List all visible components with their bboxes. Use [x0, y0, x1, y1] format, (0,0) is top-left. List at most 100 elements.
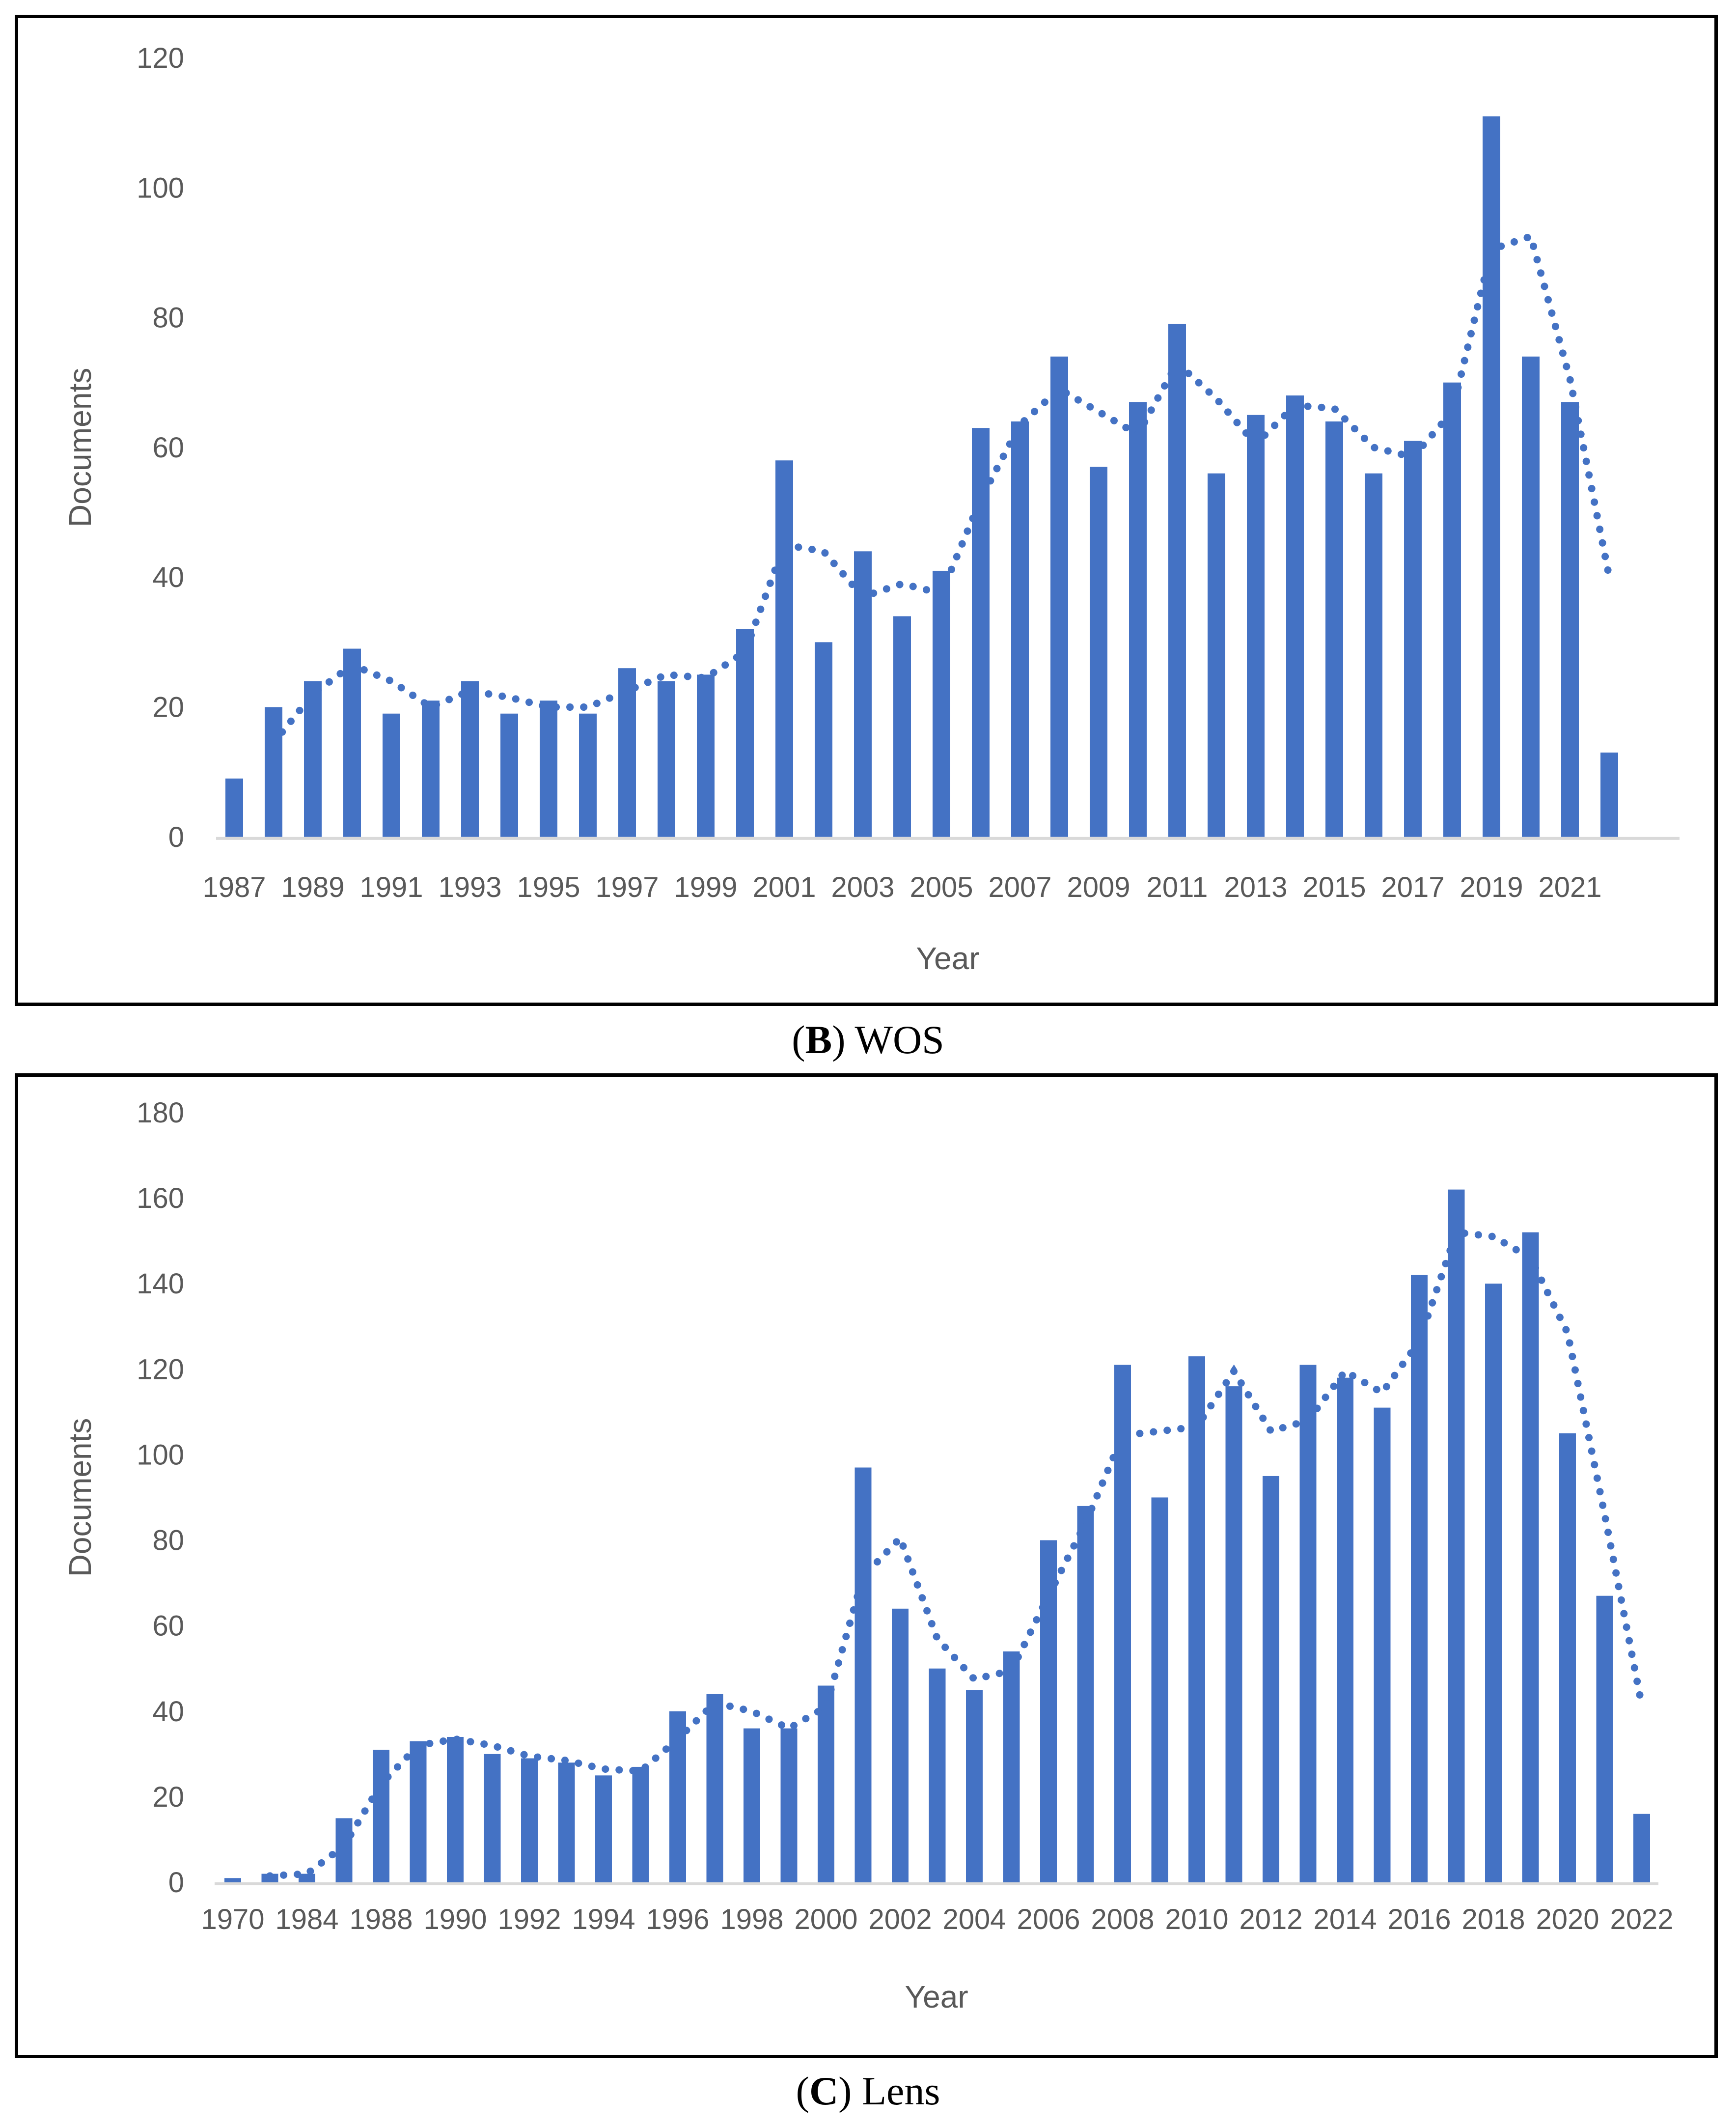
bar-2013: [1247, 415, 1265, 837]
bar-2001: [854, 1467, 872, 1882]
panel-wos: 0 20 40 60 80 100 120 Documents 1987 1989 1991 1993…: [15, 15, 1718, 1006]
bar-1999: [697, 674, 715, 837]
y-tick-label: 120: [137, 42, 184, 74]
caption-lens-paren: (: [796, 2069, 809, 2113]
bar-2010: [1129, 402, 1147, 837]
bar-1984: [299, 1873, 315, 1882]
bar-2002: [815, 642, 832, 837]
caption-lens: (C) Lens: [0, 2069, 1736, 2113]
x-tick-label: 2022: [1610, 1903, 1673, 1935]
bar-2006: [972, 428, 990, 837]
x-tick-label: 2021: [1538, 871, 1601, 903]
bar-2008: [1050, 356, 1068, 837]
x-axis-title: Year: [916, 941, 979, 976]
bar-slot4: [335, 1818, 353, 1882]
bar-1997: [706, 1694, 723, 1882]
bar-1992: [422, 700, 440, 837]
x-tick-label: 1989: [281, 871, 344, 903]
bar-2012: [1208, 473, 1225, 837]
x-tick-label: 1991: [359, 871, 423, 903]
trendline-dotted: [270, 231, 1613, 747]
bar-2021: [1561, 402, 1579, 837]
bar-1995: [632, 1766, 649, 1882]
caption-lens-text: ) Lens: [838, 2069, 940, 2113]
x-tick-label: 1990: [423, 1903, 487, 1935]
bar-1992: [521, 1758, 538, 1882]
y-tick-label: 120: [137, 1353, 184, 1385]
x-tick-label: 1993: [438, 871, 501, 903]
x-axis-line: [216, 837, 1680, 840]
x-tick-label: 2005: [909, 871, 973, 903]
x-tick-label: 2011: [1147, 871, 1208, 903]
y-axis-title: Documents: [62, 367, 98, 527]
bar-2009: [1090, 467, 1107, 837]
bar-2019: [1522, 1232, 1539, 1882]
bar-2011: [1168, 324, 1186, 837]
bar-2004: [893, 616, 911, 837]
bar-2003: [854, 551, 872, 837]
bar-2003: [929, 1668, 946, 1882]
x-tick-label: 1970: [201, 1903, 264, 1935]
caption-wos-text: ) WOS: [832, 1017, 944, 1062]
caption-wos-letter: B: [805, 1017, 832, 1062]
bar-1993: [461, 681, 479, 837]
x-tick-label: 2020: [1536, 1903, 1599, 1935]
trendline-dotted: [266, 1228, 1646, 1880]
wos-bar-chart: 0 20 40 60 80 100 120 Documents 1987 1989 1991 1993…: [62, 42, 1680, 976]
y-tick-label: 100: [137, 1439, 184, 1471]
bar-2000: [818, 1685, 834, 1882]
x-tick-label: 2014: [1313, 1903, 1377, 1935]
x-tick-label: 1998: [720, 1903, 783, 1935]
x-tick-label: 1987: [202, 871, 266, 903]
x-tick-label: 2007: [988, 871, 1051, 903]
bar-2016: [1411, 1275, 1428, 1882]
bar-1970: [224, 1878, 241, 1882]
y-tick-label: 60: [152, 1610, 184, 1642]
panel-lens: 0 20 40 60 80 100 120 140 160 180 Documents 1970 198…: [15, 1073, 1718, 2058]
x-tick-label: 1995: [517, 871, 580, 903]
x-tick-label: 2004: [942, 1903, 1006, 1935]
x-tick-label: 2002: [868, 1903, 932, 1935]
y-tick-label: 100: [137, 172, 184, 204]
x-tick-label: 2008: [1091, 1903, 1154, 1935]
x-tick-label: 1994: [572, 1903, 635, 1935]
caption-lens-letter: C: [809, 2069, 839, 2113]
bar-2016: [1365, 473, 1382, 837]
bar-1989: [410, 1741, 427, 1882]
x-tick-label: 1996: [646, 1903, 709, 1935]
x-axis-title: Year: [905, 1979, 968, 2014]
bar-1994: [595, 1775, 612, 1882]
bar-2018: [1485, 1284, 1502, 1882]
x-tick-label: 1984: [275, 1903, 338, 1935]
bar-1996: [579, 713, 597, 837]
x-tick-label: 2013: [1224, 871, 1287, 903]
caption-wos-paren: (: [792, 1017, 805, 1062]
bar-2022: [1633, 1814, 1650, 1882]
bar-2015: [1374, 1407, 1391, 1882]
bar-2015: [1325, 421, 1343, 837]
y-tick-label: 40: [152, 1696, 184, 1728]
y-tick-label: 20: [152, 691, 184, 723]
bar-2018: [1443, 382, 1461, 837]
x-tick-label: 2012: [1239, 1903, 1302, 1935]
bar-1991: [383, 713, 400, 837]
x-tick-label: 2010: [1165, 1903, 1228, 1935]
lens-bar-chart: 0 20 40 60 80 100 120 140 160 180 Documents 1970 198…: [62, 1097, 1674, 2014]
bar-1993: [558, 1762, 575, 1882]
bar-1987: [225, 778, 243, 837]
bar-2001: [775, 460, 793, 837]
y-tick-label: 80: [152, 302, 184, 334]
bar-2017: [1448, 1189, 1465, 1882]
x-tick-label: 2019: [1460, 871, 1523, 903]
bar-1989: [304, 681, 322, 837]
bar-2022: [1600, 753, 1618, 837]
bar-2002: [892, 1608, 909, 1882]
x-tick-label: 2017: [1381, 871, 1444, 903]
bar-2013: [1299, 1365, 1317, 1882]
bar-1988: [373, 1750, 389, 1882]
x-tick-label: 2000: [794, 1903, 857, 1935]
x-tick-label: 2001: [752, 871, 816, 903]
bar-2007: [1011, 421, 1029, 837]
bar-1988: [265, 707, 282, 837]
bar-2014: [1337, 1377, 1353, 1882]
